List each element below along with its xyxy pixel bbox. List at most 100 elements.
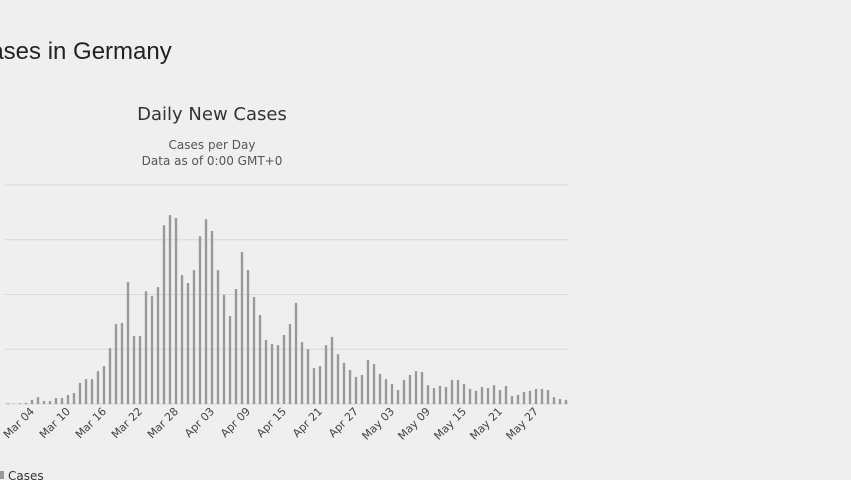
bar	[264, 339, 268, 404]
bar	[186, 283, 190, 404]
bar	[168, 215, 172, 404]
bar	[246, 270, 250, 404]
bar	[324, 345, 328, 404]
bar	[90, 379, 94, 404]
bar	[60, 397, 64, 404]
bar	[432, 388, 436, 404]
bar	[516, 394, 520, 404]
bar	[384, 379, 388, 404]
bar	[546, 390, 550, 404]
bar	[72, 393, 76, 404]
bar	[564, 399, 568, 404]
bar	[534, 388, 538, 404]
bar	[396, 390, 400, 404]
bar	[336, 354, 340, 404]
bar	[192, 270, 196, 404]
bar	[540, 388, 544, 404]
bar	[306, 349, 310, 404]
bar	[216, 270, 220, 404]
bar	[198, 236, 202, 404]
bar	[240, 252, 244, 404]
bar	[48, 400, 52, 404]
bar	[288, 324, 292, 404]
bar	[228, 316, 232, 404]
bar	[354, 376, 358, 404]
bar	[282, 335, 286, 404]
bar	[450, 379, 454, 404]
bar	[24, 402, 28, 404]
chart-subtitle: Data as of 0:00 GMT+0	[142, 154, 283, 168]
bar	[366, 359, 370, 404]
bar	[222, 295, 226, 404]
bar	[426, 385, 430, 404]
chart-title: Daily New Cases	[137, 104, 287, 125]
bar	[144, 291, 148, 404]
bar	[372, 364, 376, 404]
bar	[390, 384, 394, 404]
bar	[156, 287, 160, 404]
bar	[300, 342, 304, 404]
bar	[480, 387, 484, 404]
bar	[522, 391, 526, 404]
bar	[474, 390, 478, 404]
bar	[180, 275, 184, 404]
bar	[96, 371, 100, 404]
bar	[342, 362, 346, 404]
bar	[258, 315, 262, 404]
bar	[492, 385, 496, 404]
bar	[528, 390, 532, 404]
bar	[114, 324, 118, 404]
bar	[120, 322, 124, 404]
bar	[66, 394, 70, 404]
bar	[378, 373, 382, 404]
bar	[54, 397, 58, 404]
bar	[408, 374, 412, 404]
bar	[108, 348, 112, 404]
bar	[504, 385, 508, 404]
bar	[318, 366, 322, 404]
bar	[174, 218, 178, 404]
bar	[462, 384, 466, 404]
bar	[468, 388, 472, 404]
bar	[150, 296, 154, 404]
bar	[252, 296, 256, 404]
legend-label: Cases	[8, 469, 44, 480]
bar	[348, 370, 352, 404]
bar	[294, 302, 298, 404]
bar	[420, 371, 424, 404]
bar	[42, 400, 46, 404]
bar	[210, 230, 214, 404]
bar	[402, 379, 406, 404]
bar	[6, 403, 10, 404]
page-title: Cases in Germany	[0, 38, 172, 65]
bar	[204, 219, 208, 404]
bar	[456, 379, 460, 404]
bar	[84, 379, 88, 404]
bar	[552, 397, 556, 404]
bar	[126, 282, 130, 404]
bar	[30, 399, 34, 404]
bar	[18, 403, 22, 404]
bar	[360, 374, 364, 404]
bar	[438, 385, 442, 404]
bar	[36, 397, 40, 404]
bar	[162, 225, 166, 404]
bar	[330, 336, 334, 404]
bar	[486, 388, 490, 404]
bar	[102, 366, 106, 404]
bar	[558, 399, 562, 404]
bar	[498, 390, 502, 404]
legend-marker	[0, 471, 4, 479]
bar	[414, 371, 418, 404]
bar	[510, 396, 514, 404]
bar	[312, 368, 316, 404]
bar	[444, 387, 448, 404]
chart-subtitle: Cases per Day	[169, 138, 256, 152]
bar	[132, 336, 136, 404]
bar	[78, 382, 82, 404]
bar	[138, 336, 142, 404]
bar	[234, 289, 238, 404]
bar	[270, 344, 274, 404]
bar	[276, 345, 280, 404]
